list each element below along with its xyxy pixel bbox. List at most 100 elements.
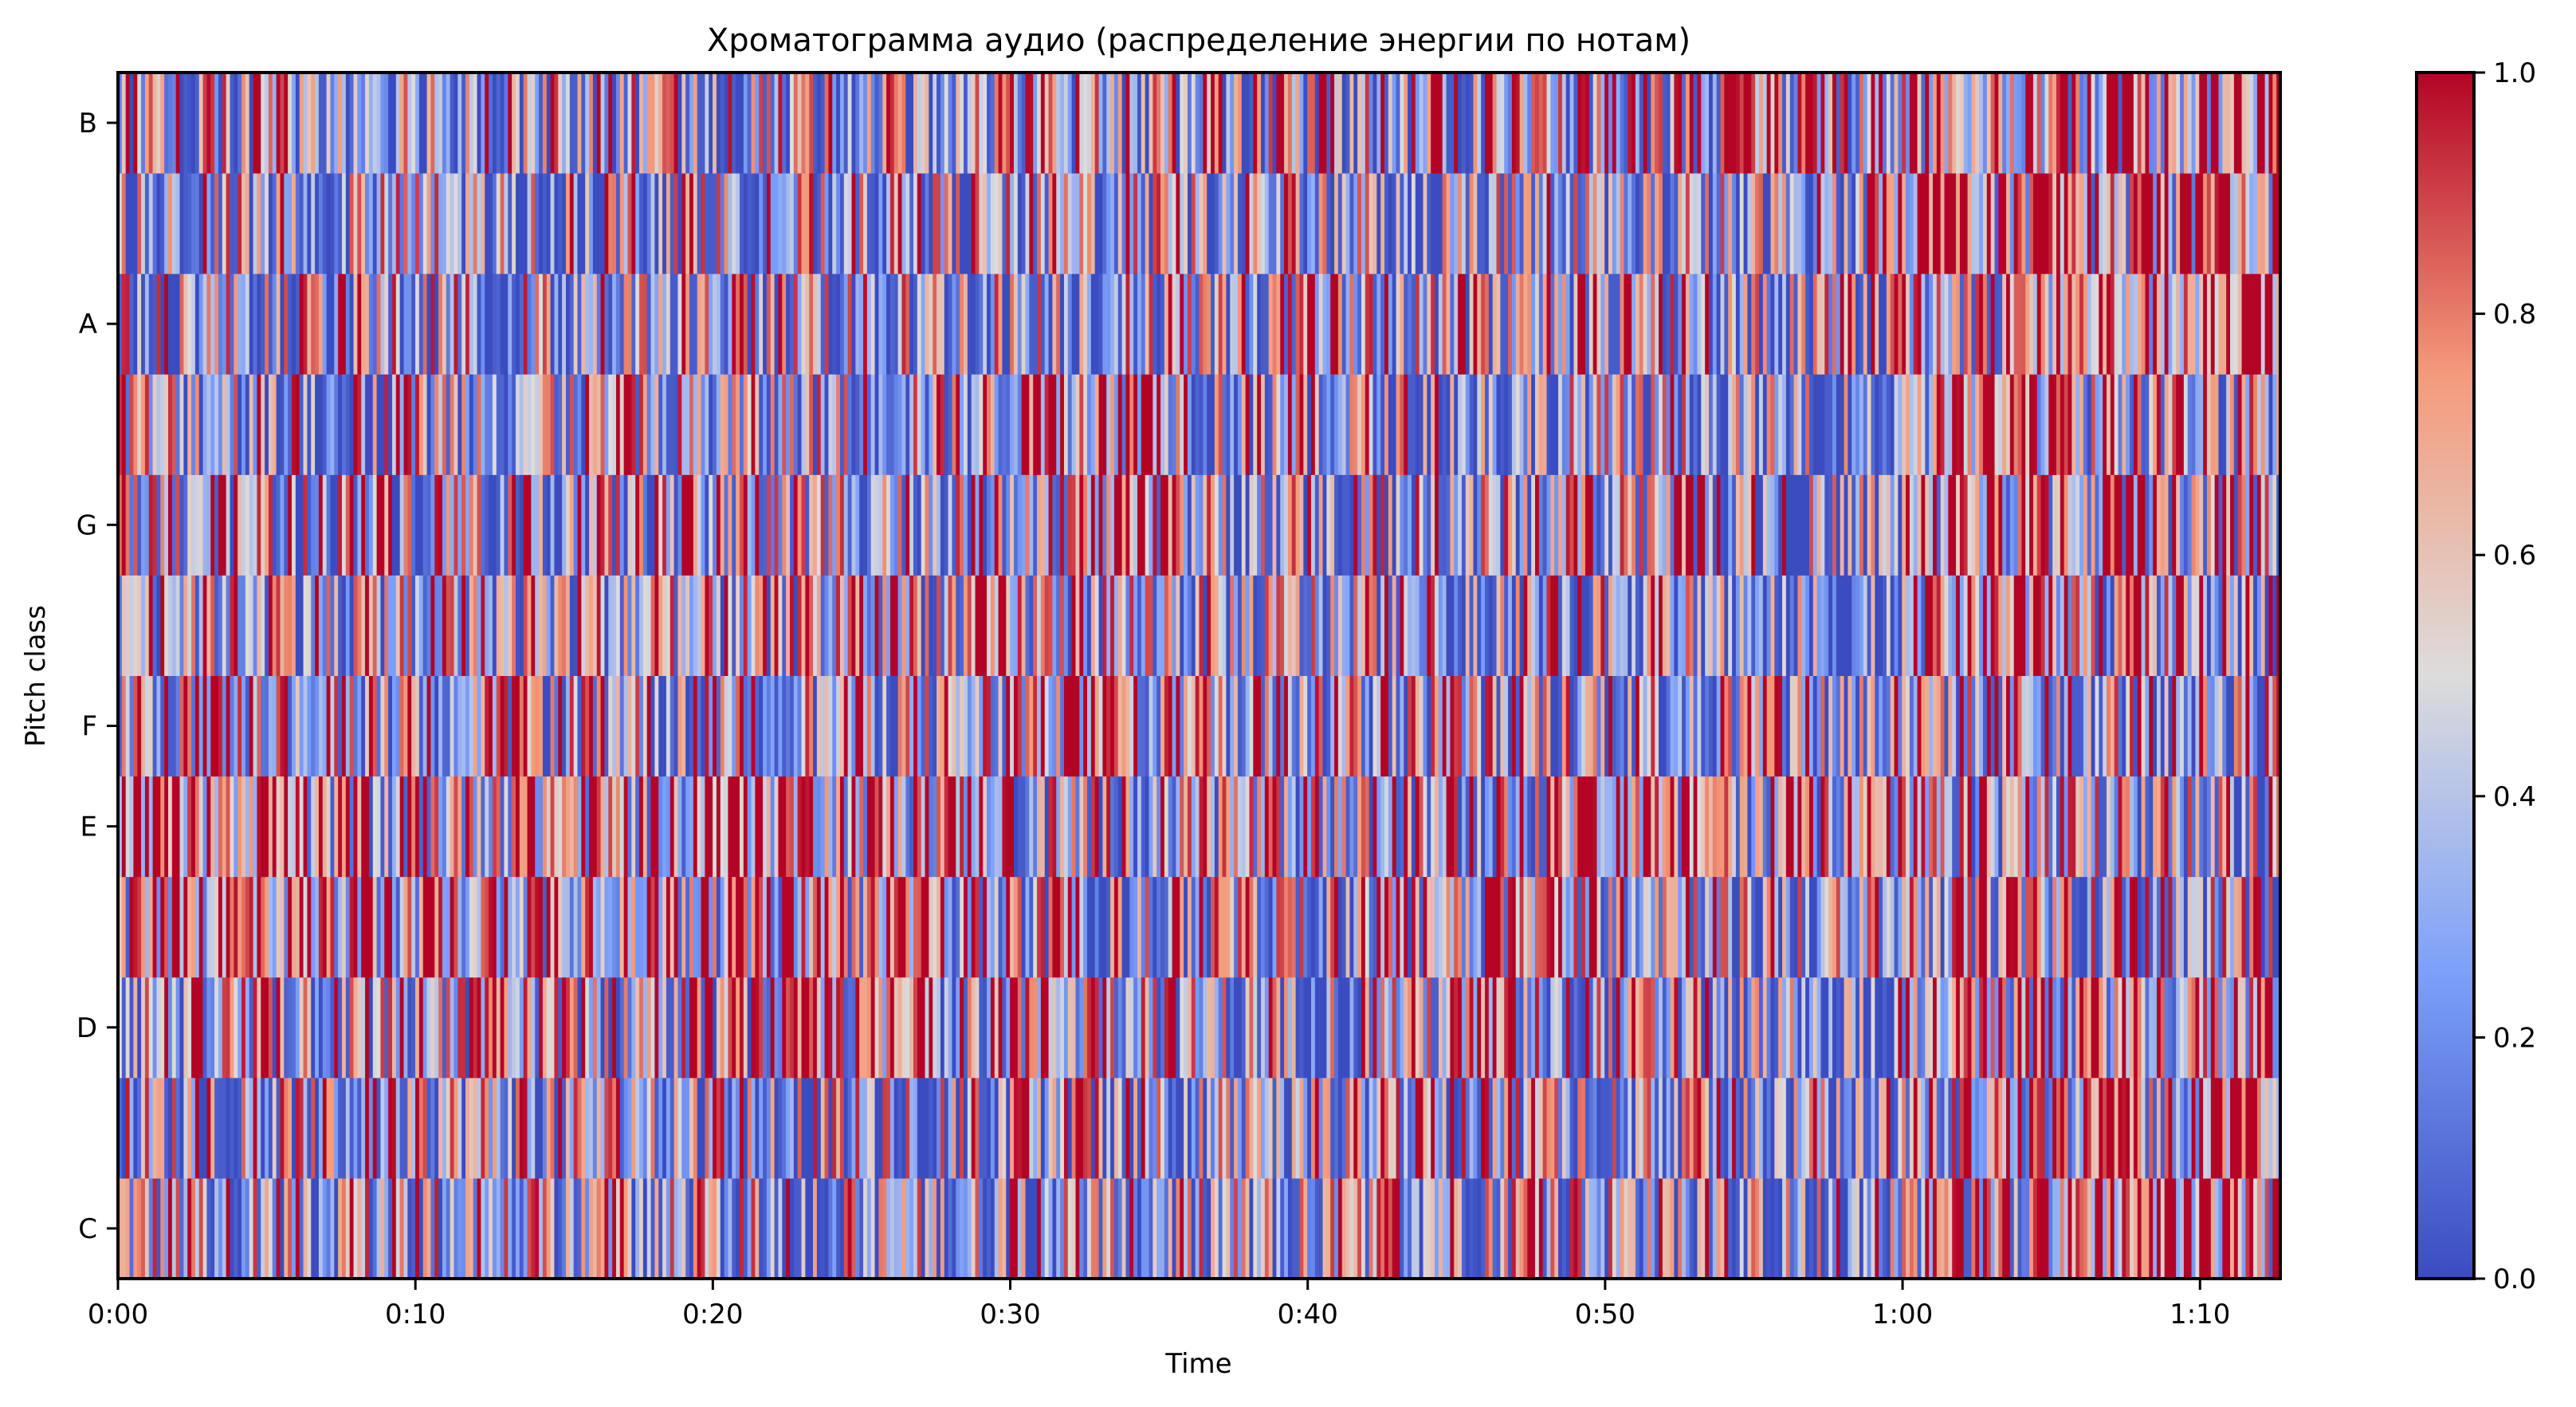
heatmap-cell [1542,776,1548,878]
heatmap-cell [384,474,389,576]
heatmap-cell [1632,374,1636,475]
heatmap-cell [1048,1077,1053,1179]
heatmap-cell [1191,876,1196,978]
heatmap-cell [1682,374,1687,475]
heatmap-cell [917,776,922,878]
heatmap-cell [1029,977,1034,1079]
heatmap-cell [249,575,254,676]
heatmap-cell [979,1177,984,1279]
heatmap-cell [2025,374,2030,475]
heatmap-cell [2103,776,2107,878]
heatmap-cell [2067,575,2072,676]
heatmap-cell [1628,675,1632,777]
heatmap-cell [1751,876,1756,978]
heatmap-cell [1087,876,1092,978]
heatmap-cell [330,1077,335,1179]
heatmap-cell [1492,675,1498,777]
heatmap-cell [705,776,709,878]
heatmap-cell [1875,474,1879,576]
heatmap-cell [1990,977,1996,1079]
heatmap-cell [1411,876,1416,978]
heatmap-cell [1322,575,1327,676]
heatmap-cell [681,675,686,777]
heatmap-cell [1048,977,1053,1079]
heatmap-cell [2006,876,2011,978]
heatmap-cell [137,977,142,1079]
heatmap-cell [1469,1077,1475,1179]
heatmap-cell [1789,575,1795,676]
heatmap-cell [1848,1077,1852,1179]
heatmap-cell [523,876,528,978]
heatmap-cell [766,474,772,576]
heatmap-cell [952,876,956,978]
heatmap-cell [1207,474,1211,576]
heatmap-cell [1029,776,1034,878]
heatmap-cell [1816,575,1822,676]
heatmap-cell [1832,1077,1837,1179]
heatmap-cell [1592,474,1598,576]
heatmap-cell [782,977,787,1079]
heatmap-cell [253,876,257,978]
heatmap-cell [1400,1077,1404,1179]
heatmap-cell [1909,575,1914,676]
heatmap-cell [380,575,385,676]
heatmap-cell [1299,374,1304,475]
heatmap-cell [1195,374,1200,475]
heatmap-cell [206,675,211,777]
heatmap-cell [2214,776,2220,878]
heatmap-cell [1137,977,1142,1079]
heatmap-cell [144,1077,150,1179]
heatmap-cell [1523,1177,1528,1279]
heatmap-cell [963,575,968,676]
heatmap-cell [311,876,316,978]
heatmap-cell [963,1177,968,1279]
heatmap-cell [1519,675,1525,777]
heatmap-cell [1326,1177,1331,1279]
heatmap-cell [446,876,451,978]
heatmap-cell [1674,977,1679,1079]
heatmap-cell [604,575,609,676]
heatmap-cell [418,474,424,576]
heatmap-cell [709,474,713,576]
heatmap-cell [789,474,795,576]
heatmap-cell [1712,575,1718,676]
heatmap-cell [759,1077,764,1179]
heatmap-cell [1314,675,1320,777]
heatmap-cell [546,876,552,978]
heatmap-cell [1365,776,1370,878]
heatmap-cell [2145,876,2150,978]
heatmap-cell [2276,1077,2281,1179]
heatmap-cell [937,474,941,576]
heatmap-cell [2048,776,2053,878]
heatmap-cell [1913,1077,1918,1179]
heatmap-cell [1002,374,1007,475]
heatmap-cell [971,675,976,777]
heatmap-cell [805,977,810,1079]
heatmap-cell [318,374,324,475]
heatmap-cell [1253,1177,1258,1279]
heatmap-cell [496,776,501,878]
heatmap-cell [2153,474,2158,576]
heatmap-cell [635,575,640,676]
heatmap-cell [736,1177,740,1279]
heatmap-cell [2052,977,2057,1079]
heatmap-cell [2145,1177,2150,1279]
heatmap-cell [1693,876,1698,978]
heatmap-cell [1002,977,1007,1079]
heatmap-cell [345,776,351,878]
heatmap-cell [1017,876,1023,978]
heatmap-cell [2168,474,2173,576]
heatmap-cell [1218,374,1223,475]
heatmap-cell [1473,1077,1478,1179]
heatmap-cell [866,876,872,978]
heatmap-cell [562,977,567,1079]
heatmap-cell [2237,474,2243,576]
heatmap-cell [430,1077,435,1179]
heatmap-cell [604,1077,609,1179]
heatmap-cell [1404,977,1408,1079]
heatmap-cell [631,374,636,475]
heatmap-cell [1511,575,1517,676]
heatmap-cell [1647,1077,1651,1179]
heatmap-cell [1029,1177,1034,1279]
heatmap-cell [1237,776,1243,878]
